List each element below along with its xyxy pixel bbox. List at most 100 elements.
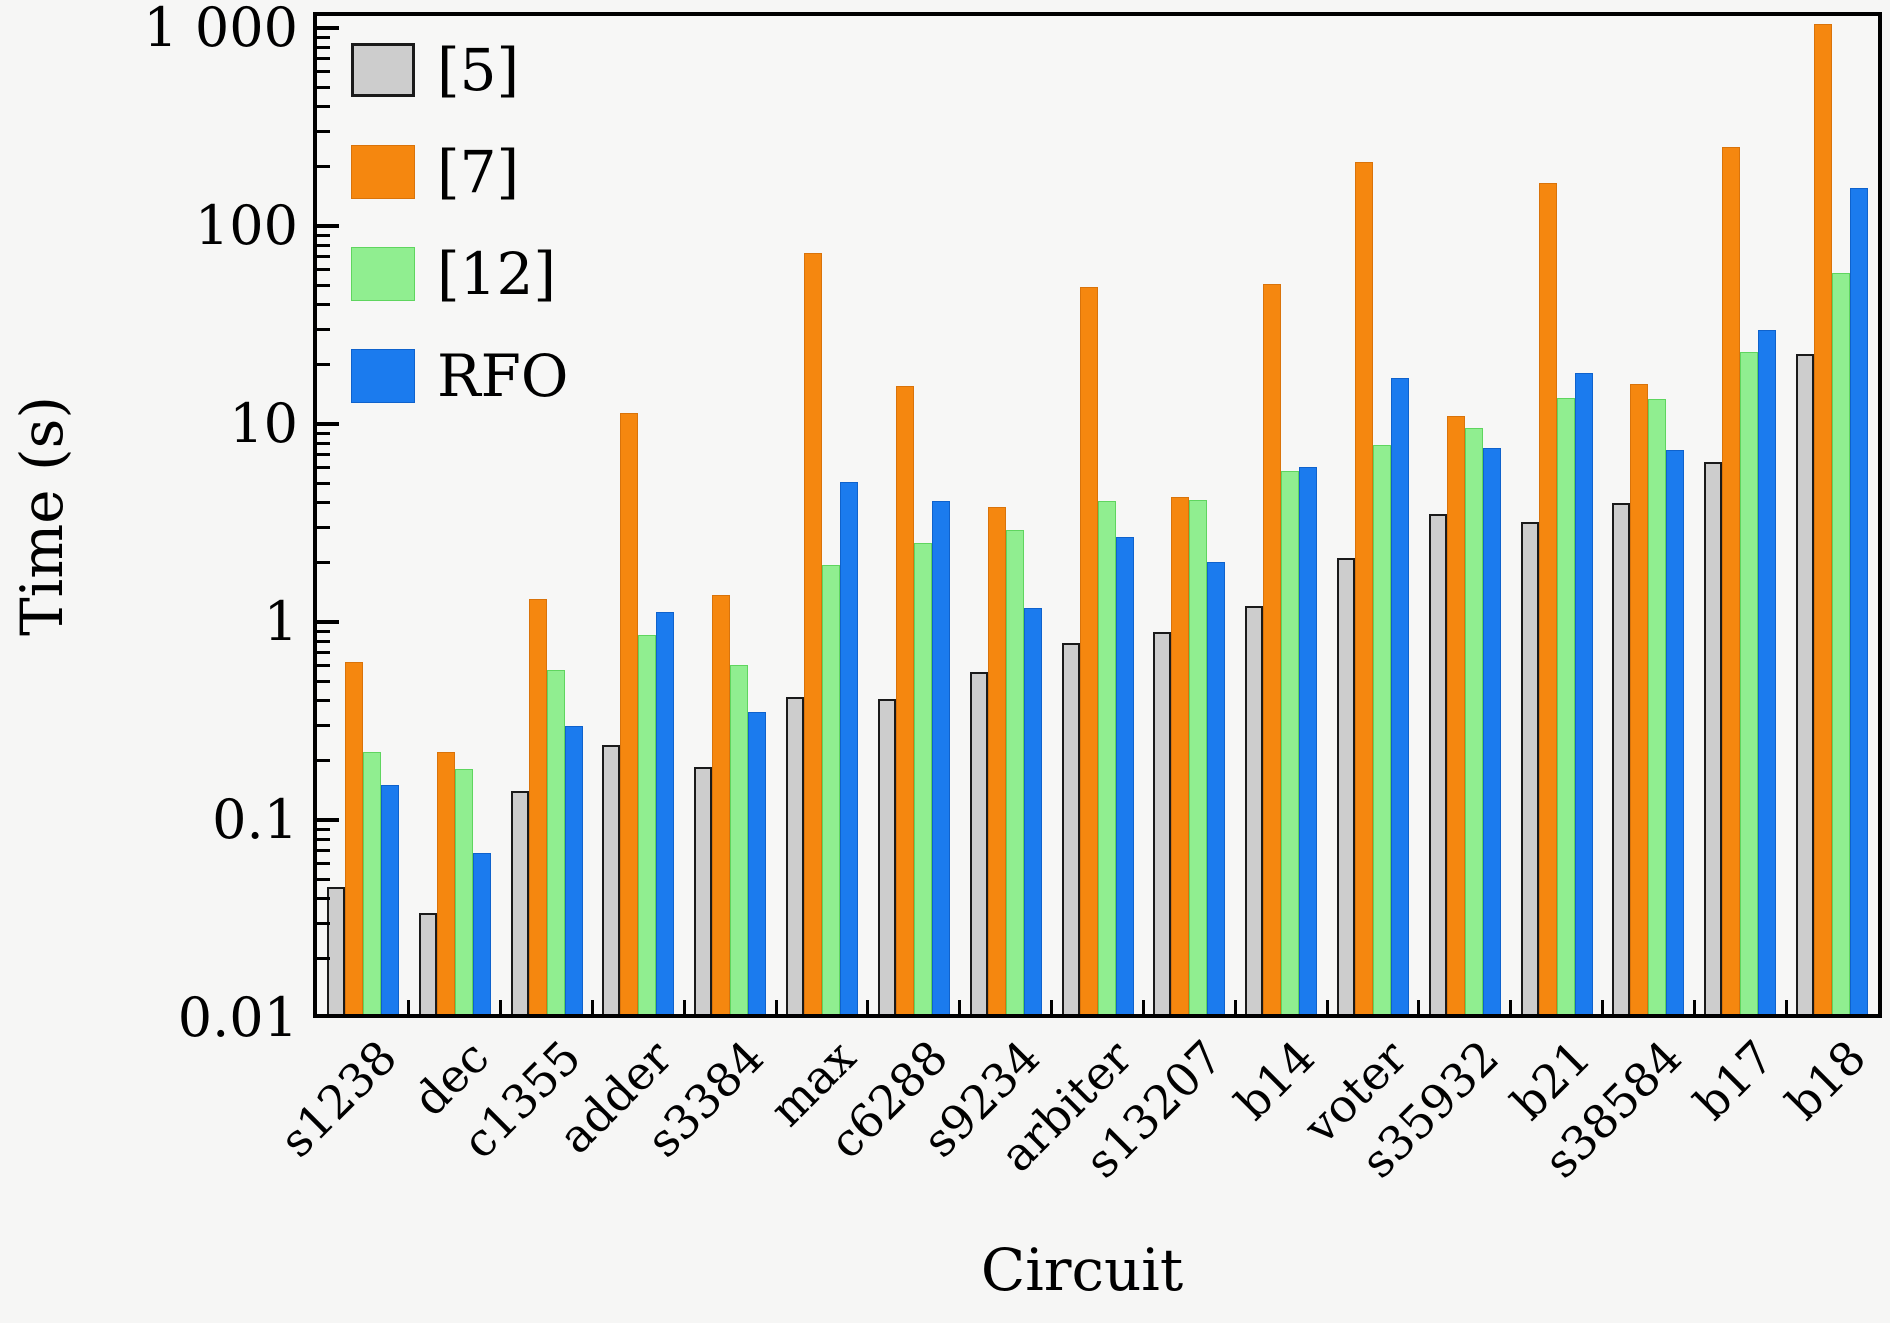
bar-7-arbiter	[1079, 287, 1098, 1014]
bar-RFO-s9234	[1023, 607, 1042, 1014]
y-minor-tick	[317, 651, 330, 655]
x-tick-label-s1238: s1238	[269, 1029, 407, 1168]
x-boundary-tick	[958, 1000, 962, 1014]
y-minor-tick	[317, 482, 330, 486]
bar-7-s38584	[1630, 383, 1649, 1014]
bar-5-c6288	[877, 698, 896, 1014]
x-boundary-tick	[1601, 1000, 1605, 1014]
x-boundary-tick	[1325, 1000, 1329, 1014]
bar-12-b14	[1281, 470, 1300, 1014]
y-minor-tick	[317, 526, 330, 530]
bar-12-b18	[1832, 272, 1851, 1014]
bar-12-s1238	[362, 752, 381, 1014]
legend-label: [5]	[437, 36, 520, 104]
y-major-tick	[317, 26, 339, 30]
x-tick-label-b18: b18	[1775, 1029, 1877, 1131]
bar-12-s3384	[730, 664, 749, 1014]
bar-5-b14	[1245, 606, 1264, 1014]
bar-5-b21	[1520, 521, 1539, 1014]
bar-12-b21	[1556, 398, 1575, 1014]
x-boundary-tick	[1417, 1000, 1421, 1014]
y-tick-label-1: 1	[263, 590, 298, 653]
bar-7-b21	[1538, 182, 1557, 1014]
y-major-tick	[317, 224, 339, 228]
bar-5-arbiter	[1061, 643, 1080, 1014]
bar-RFO-c6288	[931, 500, 950, 1014]
bar-RFO-s13207	[1207, 562, 1226, 1014]
legend-swatch-icon	[351, 145, 415, 199]
bar-5-s35932	[1428, 514, 1447, 1014]
x-tick-label-b17: b17	[1683, 1029, 1785, 1131]
y-minor-tick	[317, 680, 330, 684]
y-minor-tick	[317, 86, 330, 90]
bar-RFO-s38584	[1666, 449, 1685, 1014]
bar-7-c1355	[528, 599, 547, 1014]
bar-7-b14	[1263, 283, 1282, 1014]
y-tick-label-100: 100	[194, 194, 298, 257]
bar-RFO-c1355	[564, 725, 583, 1014]
x-boundary-tick	[1141, 1000, 1145, 1014]
bar-7-s35932	[1446, 415, 1465, 1014]
bar-12-s38584	[1648, 399, 1667, 1014]
y-minor-tick	[317, 922, 330, 926]
bar-7-b17	[1722, 147, 1741, 1014]
y-minor-tick	[317, 466, 330, 470]
y-minor-tick	[317, 105, 330, 109]
y-minor-tick	[317, 862, 330, 866]
y-minor-tick	[317, 837, 330, 841]
bar-5-s38584	[1612, 502, 1631, 1014]
y-minor-tick	[317, 956, 330, 960]
y-minor-tick	[317, 431, 330, 435]
bar-12-max	[822, 564, 841, 1014]
bar-RFO-voter	[1390, 378, 1409, 1014]
bar-12-s9234	[1005, 530, 1024, 1014]
y-minor-tick	[317, 35, 330, 39]
plot-area	[313, 12, 1882, 1018]
bar-RFO-s3384	[748, 712, 767, 1014]
legend-label: RFO	[437, 342, 569, 410]
y-minor-tick	[317, 849, 330, 853]
bar-7-adder	[620, 412, 639, 1014]
bar-5-s3384	[694, 767, 713, 1014]
bar-RFO-b18	[1850, 188, 1869, 1014]
bar-RFO-s35932	[1482, 447, 1501, 1014]
y-minor-tick	[317, 243, 330, 247]
bar-RFO-b21	[1574, 373, 1593, 1014]
x-boundary-tick	[1509, 1000, 1513, 1014]
y-minor-tick	[317, 878, 330, 882]
x-boundary-tick	[1784, 1000, 1788, 1014]
y-minor-tick	[317, 284, 330, 288]
x-boundary-tick	[1692, 1000, 1696, 1014]
legend-swatch-icon	[351, 349, 415, 403]
y-minor-tick	[317, 57, 330, 61]
x-boundary-tick	[774, 1000, 778, 1014]
bar-12-voter	[1372, 445, 1391, 1014]
x-boundary-tick	[499, 1000, 503, 1014]
bar-5-b17	[1704, 462, 1723, 1014]
bar-12-arbiter	[1097, 500, 1116, 1014]
y-minor-tick	[317, 45, 330, 49]
x-boundary-tick	[590, 1000, 594, 1014]
bar-5-s9234	[969, 671, 988, 1014]
y-minor-tick	[317, 362, 330, 366]
legend-label: [12]	[437, 240, 557, 308]
y-tick-label-1 000: 1 000	[143, 0, 298, 59]
y-minor-tick	[317, 130, 330, 134]
bar-12-adder	[638, 634, 657, 1014]
bar-12-c6288	[913, 543, 932, 1014]
legend-entry-5: [5]	[351, 26, 568, 114]
legend: [5] [7] [12] RFO	[351, 26, 568, 434]
bar-5-b18	[1796, 354, 1815, 1014]
y-minor-tick	[317, 255, 330, 259]
legend-entry-7: [7]	[351, 128, 568, 216]
x-boundary-tick	[1233, 1000, 1237, 1014]
y-minor-tick	[317, 699, 330, 703]
bar-RFO-b17	[1758, 329, 1777, 1014]
x-boundary-tick	[866, 1000, 870, 1014]
bar-7-b18	[1814, 23, 1833, 1014]
bar-12-s35932	[1464, 427, 1483, 1014]
x-boundary-tick	[1050, 1000, 1054, 1014]
y-minor-tick	[317, 268, 330, 272]
y-minor-tick	[317, 303, 330, 307]
